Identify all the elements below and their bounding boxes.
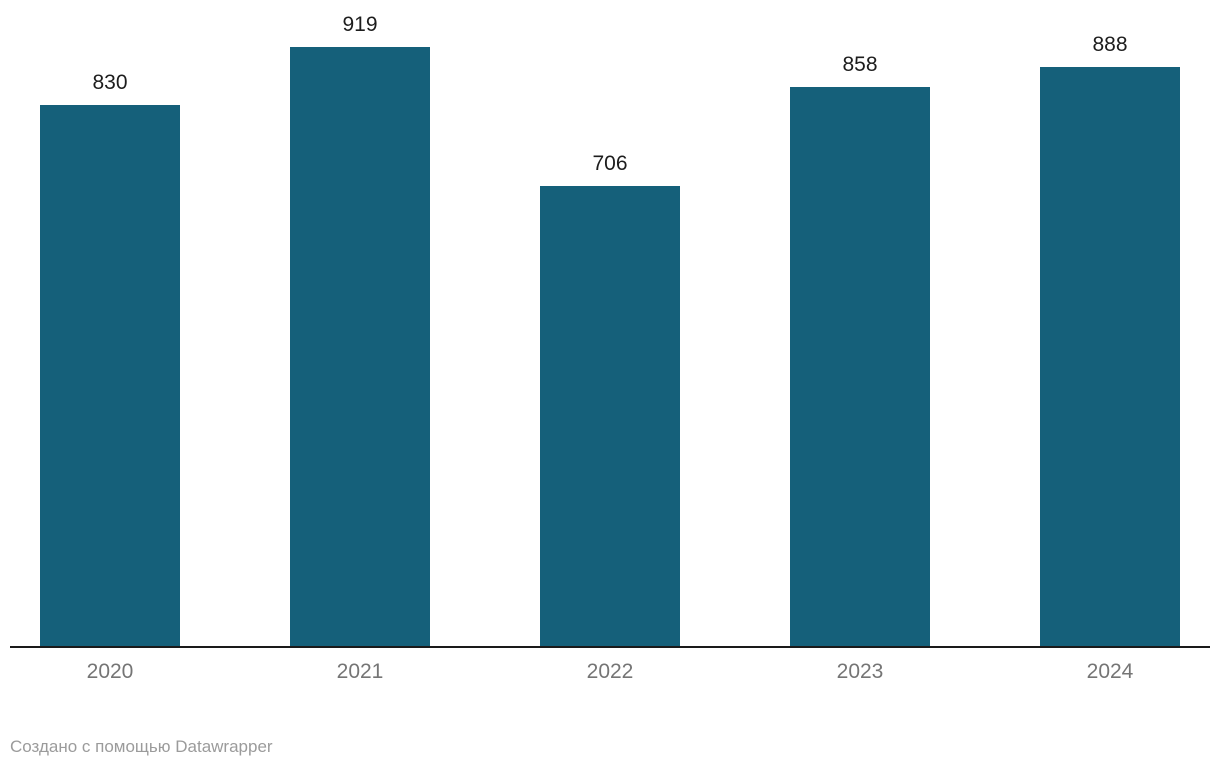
bar-2020 xyxy=(40,105,180,648)
x-tick-label: 2024 xyxy=(1086,660,1134,683)
bar-2023 xyxy=(790,87,930,648)
bar-value-label: 706 xyxy=(592,152,628,175)
x-axis-line xyxy=(10,646,1210,648)
x-tick-label: 2023 xyxy=(836,660,884,683)
bar-2024 xyxy=(1040,67,1180,648)
bar-value-label: 830 xyxy=(92,71,128,94)
x-tick-label: 2022 xyxy=(586,660,634,683)
bar-value-label: 919 xyxy=(342,13,378,36)
bar-2021 xyxy=(290,47,430,648)
x-tick-label: 2020 xyxy=(86,660,134,683)
datawrapper-link[interactable]: Datawrapper xyxy=(175,737,273,756)
attribution-text: Создано с помощью xyxy=(10,737,176,756)
x-tick-label: 2021 xyxy=(336,660,384,683)
bar-value-label: 858 xyxy=(842,53,878,76)
attribution: Создано с помощью Datawrapper xyxy=(10,736,273,758)
bar-value-label: 888 xyxy=(1092,33,1128,56)
bar-2022 xyxy=(540,186,680,648)
